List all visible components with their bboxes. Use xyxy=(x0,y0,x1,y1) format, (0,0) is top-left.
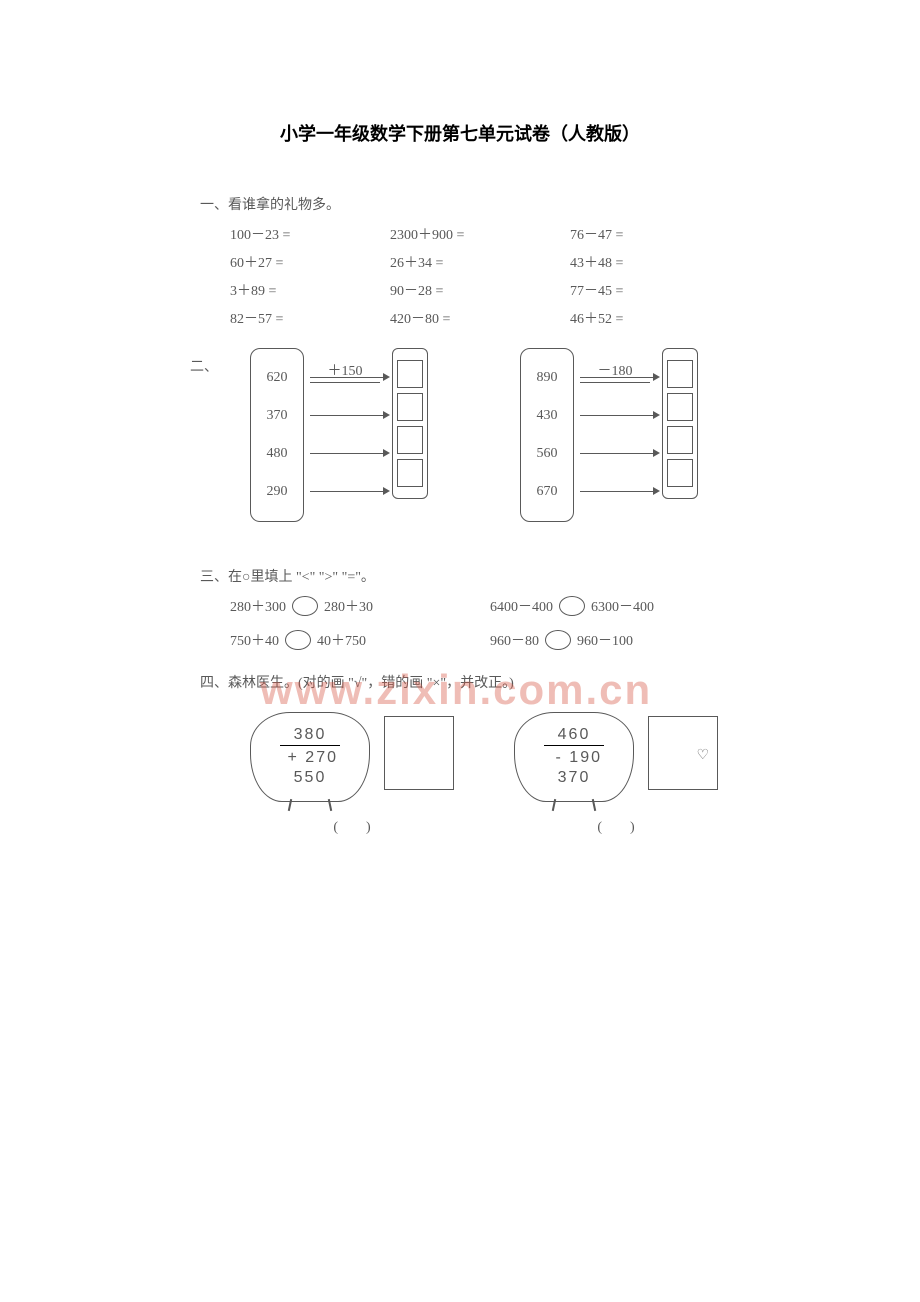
column-arith: 380 + 270 550 xyxy=(251,725,369,788)
input-value: 670 xyxy=(521,473,573,511)
arrow-icon xyxy=(580,453,660,454)
correction-box[interactable] xyxy=(384,716,454,790)
answer-blank[interactable] xyxy=(667,426,693,454)
tree-cloud: 380 + 270 550 xyxy=(250,712,370,802)
input-column: 890 430 560 670 xyxy=(520,348,574,522)
comp-right: 280＋30 xyxy=(324,596,373,616)
operation-label: ＋150 xyxy=(310,360,380,383)
comp-left: 750＋40 xyxy=(230,630,279,650)
arrow-icon xyxy=(580,415,660,416)
arrow-icon xyxy=(310,491,390,492)
answer-blank[interactable] xyxy=(397,426,423,454)
input-value: 480 xyxy=(251,435,303,473)
section3: 三、在○里填上 "<" ">" "="。 280＋300 280＋30 6400… xyxy=(200,566,760,650)
operation-label: －180 xyxy=(580,360,650,383)
section1-heading: 一、看谁拿的礼物多。 xyxy=(200,194,760,214)
comparison-item: 280＋300 280＋30 xyxy=(230,596,490,616)
comparison-item: 750＋40 40＋750 xyxy=(230,630,490,650)
comp-left: 280＋300 xyxy=(230,596,286,616)
arith-cell: 100－23 = xyxy=(230,224,390,244)
comparison-item: 6400－400 6300－400 xyxy=(490,596,750,616)
input-value: 890 xyxy=(521,359,573,397)
tree-problem: 460 - 190 370 ♡ ( ) xyxy=(514,712,718,836)
arith-cell: 2300＋900 = xyxy=(390,224,570,244)
arith-cell: 60＋27 = xyxy=(230,252,390,272)
arith-cell: 90－28 = xyxy=(390,280,570,300)
section4: www.zixin.com.cn 四、森林医生。(对的画 "√"，错的画 "×"… xyxy=(200,672,760,836)
comparison-item: 960－80 960－100 xyxy=(490,630,750,650)
diagram-right: 890 430 560 670 －180 xyxy=(520,348,574,522)
comp-right: 6300－400 xyxy=(591,596,654,616)
output-column xyxy=(662,348,698,499)
answer-blank[interactable] xyxy=(397,360,423,388)
comp-left: 960－80 xyxy=(490,630,539,650)
tree-problems: 380 + 270 550 ( ) xyxy=(250,712,760,836)
input-column: 620 370 480 290 xyxy=(250,348,304,522)
diagram-left: 620 370 480 290 ＋150 xyxy=(250,348,304,522)
arrow-icon xyxy=(580,377,660,378)
arith-cell: 3＋89 = xyxy=(230,280,390,300)
circle-blank[interactable] xyxy=(545,630,571,650)
input-value: 620 xyxy=(251,359,303,397)
arith-cell: 26＋34 = xyxy=(390,252,570,272)
section3-heading: 三、在○里填上 "<" ">" "="。 xyxy=(200,566,760,586)
worksheet-page: 小学一年级数学下册第七单元试卷（人教版） 一、看谁拿的礼物多。 100－23 =… xyxy=(0,0,920,1302)
comp-left: 6400－400 xyxy=(490,596,553,616)
input-value: 560 xyxy=(521,435,573,473)
paren-blank[interactable]: ( ) xyxy=(514,816,718,836)
arrow-icon xyxy=(310,453,390,454)
correction-box[interactable]: ♡ xyxy=(648,716,718,790)
section2-heading: 二、 xyxy=(190,356,218,376)
comp-right: 40＋750 xyxy=(317,630,366,650)
input-value: 430 xyxy=(521,397,573,435)
comparison-grid: 280＋300 280＋30 6400－400 6300－400 750＋40 … xyxy=(230,596,760,650)
content-area: 一、看谁拿的礼物多。 100－23 = 2300＋900 = 76－47 = 6… xyxy=(200,194,760,836)
tree-cloud: 460 - 190 370 xyxy=(514,712,634,802)
output-column xyxy=(392,348,428,499)
answer-blank[interactable] xyxy=(667,360,693,388)
circle-blank[interactable] xyxy=(292,596,318,616)
section2: 二、 620 370 480 290 ＋150 xyxy=(200,348,760,548)
answer-blank[interactable] xyxy=(667,393,693,421)
column-arith: 460 - 190 370 xyxy=(515,725,633,788)
tree-problem: 380 + 270 550 ( ) xyxy=(250,712,454,836)
circle-blank[interactable] xyxy=(559,596,585,616)
arithmetic-grid: 100－23 = 2300＋900 = 76－47 = 60＋27 = 26＋3… xyxy=(230,224,760,328)
arith-cell: 46＋52 = xyxy=(570,308,710,328)
arith-cell: 77－45 = xyxy=(570,280,710,300)
input-value: 370 xyxy=(251,397,303,435)
answer-blank[interactable] xyxy=(397,459,423,487)
section4-heading: 四、森林医生。(对的画 "√"，错的画 "×"，并改正。) xyxy=(200,672,760,692)
arrow-icon xyxy=(580,491,660,492)
arith-cell: 82－57 = xyxy=(230,308,390,328)
heart-icon: ♡ xyxy=(696,747,709,764)
arrow-icon xyxy=(310,415,390,416)
answer-blank[interactable] xyxy=(667,459,693,487)
arith-cell: 76－47 = xyxy=(570,224,710,244)
circle-blank[interactable] xyxy=(285,630,311,650)
arith-cell: 43＋48 = xyxy=(570,252,710,272)
answer-blank[interactable] xyxy=(397,393,423,421)
comp-right: 960－100 xyxy=(577,630,633,650)
input-value: 290 xyxy=(251,473,303,511)
page-title: 小学一年级数学下册第七单元试卷（人教版） xyxy=(100,120,820,146)
paren-blank[interactable]: ( ) xyxy=(250,816,454,836)
arrow-icon xyxy=(310,377,390,378)
arith-cell: 420－80 = xyxy=(390,308,570,328)
